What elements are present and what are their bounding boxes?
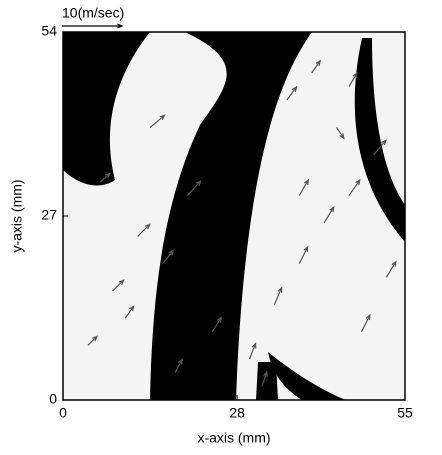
scale-label: 10(m/sec) [62, 5, 124, 21]
vector [298, 178, 310, 196]
vector [124, 304, 135, 319]
blade [256, 362, 278, 400]
marks [62, 23, 397, 387]
vector [373, 139, 387, 156]
vector [248, 342, 257, 360]
y-tick-label: 0 [49, 391, 57, 407]
scale-arrow [62, 23, 124, 29]
x-tick-label: 0 [59, 405, 67, 421]
vector [385, 260, 397, 278]
vector [149, 114, 166, 128]
blade [354, 38, 405, 242]
vector [261, 370, 268, 387]
vector [137, 223, 151, 237]
x-tick-label: 28 [229, 405, 245, 421]
x-axis-label: x-axis (mm) [197, 430, 270, 446]
vector [87, 335, 98, 346]
blade [150, 32, 312, 400]
vector [298, 245, 309, 264]
vector [112, 279, 125, 292]
vector [360, 313, 371, 333]
blade-shapes [63, 32, 405, 400]
x-tick-label: 55 [397, 405, 413, 421]
vector [273, 286, 283, 305]
vector [162, 249, 175, 265]
vector [186, 180, 202, 196]
vector [99, 172, 112, 183]
vector [174, 358, 183, 374]
y-tick-label: 27 [41, 207, 57, 223]
blade [268, 352, 346, 400]
blade [63, 32, 150, 186]
vector [286, 85, 298, 101]
vector [336, 127, 345, 140]
vector [348, 71, 358, 87]
y-tick-label: 54 [41, 23, 57, 39]
vector [348, 178, 361, 196]
vector [311, 59, 322, 74]
vector [323, 205, 335, 224]
vector [211, 316, 223, 333]
y-axis-label: y-axis (mm) [9, 179, 25, 252]
